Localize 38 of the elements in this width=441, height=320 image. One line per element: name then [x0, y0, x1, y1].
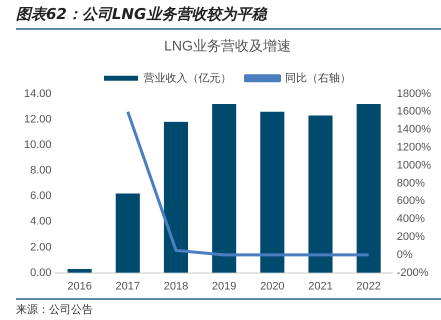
bar: [356, 104, 381, 273]
x-tick-label: 2018: [164, 280, 188, 292]
chart-title: 图表62：公司LNG业务营收较为平稳: [16, 0, 441, 30]
bar: [308, 116, 333, 273]
y2-tick-label: 600%: [396, 195, 426, 208]
legend-label: 营业收入（亿元）: [144, 71, 232, 84]
y2-tick-label: 1200%: [396, 142, 432, 154]
y2-tick-label: 200%: [396, 231, 426, 244]
y2-tick-label: 0%: [396, 248, 413, 261]
bar: [164, 122, 188, 273]
y2-tick-label: 1400%: [396, 124, 432, 136]
y-tick-label: 2.00: [30, 241, 52, 254]
y-tick-label: 12.00: [24, 113, 52, 126]
y-tick-label: 14.00: [24, 88, 52, 100]
bar: [116, 194, 140, 273]
y-tick-label: 0.00: [30, 266, 52, 279]
chart-subtitle: LNG业务营收及增速: [164, 37, 291, 54]
y2-tick-label: 1800%: [396, 88, 432, 100]
bar: [260, 112, 284, 273]
y2-tick-label: 1000%: [396, 159, 432, 172]
legend-label: 同比（右轴）: [285, 71, 351, 84]
y2-tick-label: 800%: [396, 177, 426, 190]
source-note: 来源：公司公告: [16, 298, 441, 317]
x-tick-label: 2022: [356, 280, 381, 292]
x-tick-label: 2017: [116, 280, 140, 292]
x-tick-label: 2019: [212, 280, 236, 292]
y2-tick-label: 400%: [396, 213, 426, 226]
bar: [68, 268, 92, 273]
bar: [212, 104, 236, 273]
y-tick-label: 10.00: [24, 138, 52, 151]
y-tick-label: 6.00: [30, 190, 52, 202]
x-tick-label: 2020: [260, 280, 285, 292]
y-tick-label: 4.00: [30, 216, 52, 228]
y2-tick-label: 1600%: [396, 106, 432, 118]
x-tick-label: 2016: [67, 280, 92, 292]
x-tick-label: 2021: [308, 280, 333, 292]
y-tick-label: 8.00: [30, 164, 52, 177]
y2-tick-label: -200%: [396, 266, 429, 279]
